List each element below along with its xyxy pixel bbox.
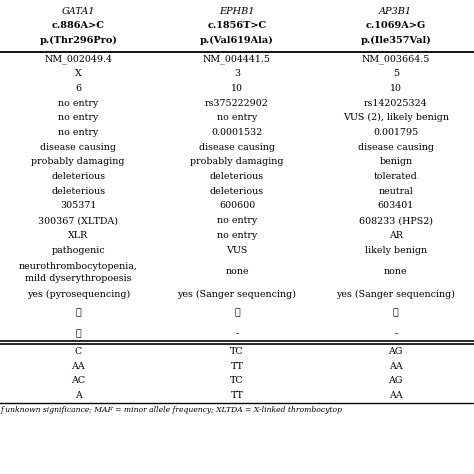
Text: 305371: 305371 [60, 201, 96, 210]
Text: -: - [394, 329, 397, 338]
Text: c.1069A>G: c.1069A>G [365, 21, 426, 30]
Text: 5: 5 [393, 69, 399, 78]
Text: C: C [74, 347, 82, 356]
Text: none: none [384, 267, 408, 276]
Text: c.886A>C: c.886A>C [52, 21, 105, 30]
Text: yes (Sanger sequencing): yes (Sanger sequencing) [177, 290, 297, 299]
Text: ✓: ✓ [75, 309, 81, 318]
Text: p.(Val619Ala): p.(Val619Ala) [200, 36, 274, 45]
Text: A: A [75, 391, 82, 400]
Text: X: X [75, 69, 82, 78]
Text: AA: AA [389, 362, 403, 371]
Text: mild dyserythropoesis: mild dyserythropoesis [25, 274, 131, 283]
Text: AG: AG [389, 376, 403, 385]
Text: AP3B1: AP3B1 [379, 7, 412, 16]
Text: 10: 10 [231, 84, 243, 93]
Text: AC: AC [71, 376, 85, 385]
Text: deleterious: deleterious [210, 172, 264, 181]
Text: XLR: XLR [68, 231, 88, 240]
Text: disease causing: disease causing [199, 143, 275, 152]
Text: tolerated: tolerated [374, 172, 418, 181]
Text: likely benign: likely benign [365, 246, 427, 255]
Text: TC: TC [230, 347, 244, 356]
Text: 300367 (XLTDA): 300367 (XLTDA) [38, 216, 118, 225]
Text: 608233 (HPS2): 608233 (HPS2) [359, 216, 433, 225]
Text: disease causing: disease causing [358, 143, 434, 152]
Text: f unknown significance; MAF = minor allele frequency; XLTDA = X-linked thrombocy: f unknown significance; MAF = minor alle… [0, 406, 342, 414]
Text: neutral: neutral [378, 187, 413, 196]
Text: 0.0001532: 0.0001532 [211, 128, 263, 137]
Text: probably damaging: probably damaging [190, 157, 284, 166]
Text: neurothrombocytopenia,: neurothrombocytopenia, [19, 262, 137, 271]
Text: no entry: no entry [58, 128, 98, 137]
Text: 10: 10 [390, 84, 402, 93]
Text: 603401: 603401 [378, 201, 414, 210]
Text: deleterious: deleterious [51, 187, 105, 196]
Text: none: none [225, 267, 249, 276]
Text: AG: AG [389, 347, 403, 356]
Text: VUS: VUS [226, 246, 248, 255]
Text: deleterious: deleterious [51, 172, 105, 181]
Text: -: - [236, 329, 238, 338]
Text: 3: 3 [234, 69, 240, 78]
Text: benign: benign [379, 157, 412, 166]
Text: rs142025324: rs142025324 [364, 99, 428, 108]
Text: probably damaging: probably damaging [31, 157, 125, 166]
Text: GATA1: GATA1 [62, 7, 95, 16]
Text: AA: AA [71, 362, 85, 371]
Text: disease causing: disease causing [40, 143, 116, 152]
Text: yes (pyrosequencing): yes (pyrosequencing) [27, 290, 130, 299]
Text: EPHB1: EPHB1 [219, 7, 255, 16]
Text: ✓: ✓ [234, 309, 240, 318]
Text: TT: TT [230, 391, 244, 400]
Text: no entry: no entry [217, 231, 257, 240]
Text: AA: AA [389, 391, 403, 400]
Text: yes (Sanger sequencing): yes (Sanger sequencing) [336, 290, 456, 299]
Text: no entry: no entry [58, 113, 98, 122]
Text: ✓: ✓ [75, 329, 81, 338]
Text: NM_002049.4: NM_002049.4 [44, 54, 112, 64]
Text: c.1856T>C: c.1856T>C [207, 21, 266, 30]
Text: 6: 6 [75, 84, 81, 93]
Text: AR: AR [389, 231, 403, 240]
Text: no entry: no entry [58, 99, 98, 108]
Text: p.(Thr296Pro): p.(Thr296Pro) [39, 36, 117, 45]
Text: no entry: no entry [217, 216, 257, 225]
Text: 0.001795: 0.001795 [373, 128, 419, 137]
Text: TT: TT [230, 362, 244, 371]
Text: p.(Ile357Val): p.(Ile357Val) [360, 36, 431, 45]
Text: ✓: ✓ [393, 309, 399, 318]
Text: deleterious: deleterious [210, 187, 264, 196]
Text: pathogenic: pathogenic [51, 246, 105, 255]
Text: 600600: 600600 [219, 201, 255, 210]
Text: rs375222902: rs375222902 [205, 99, 269, 108]
Text: NM_003664.5: NM_003664.5 [362, 54, 430, 64]
Text: no entry: no entry [217, 113, 257, 122]
Text: NM_004441.5: NM_004441.5 [203, 54, 271, 64]
Text: VUS (2), likely benign: VUS (2), likely benign [343, 113, 449, 122]
Text: TC: TC [230, 376, 244, 385]
